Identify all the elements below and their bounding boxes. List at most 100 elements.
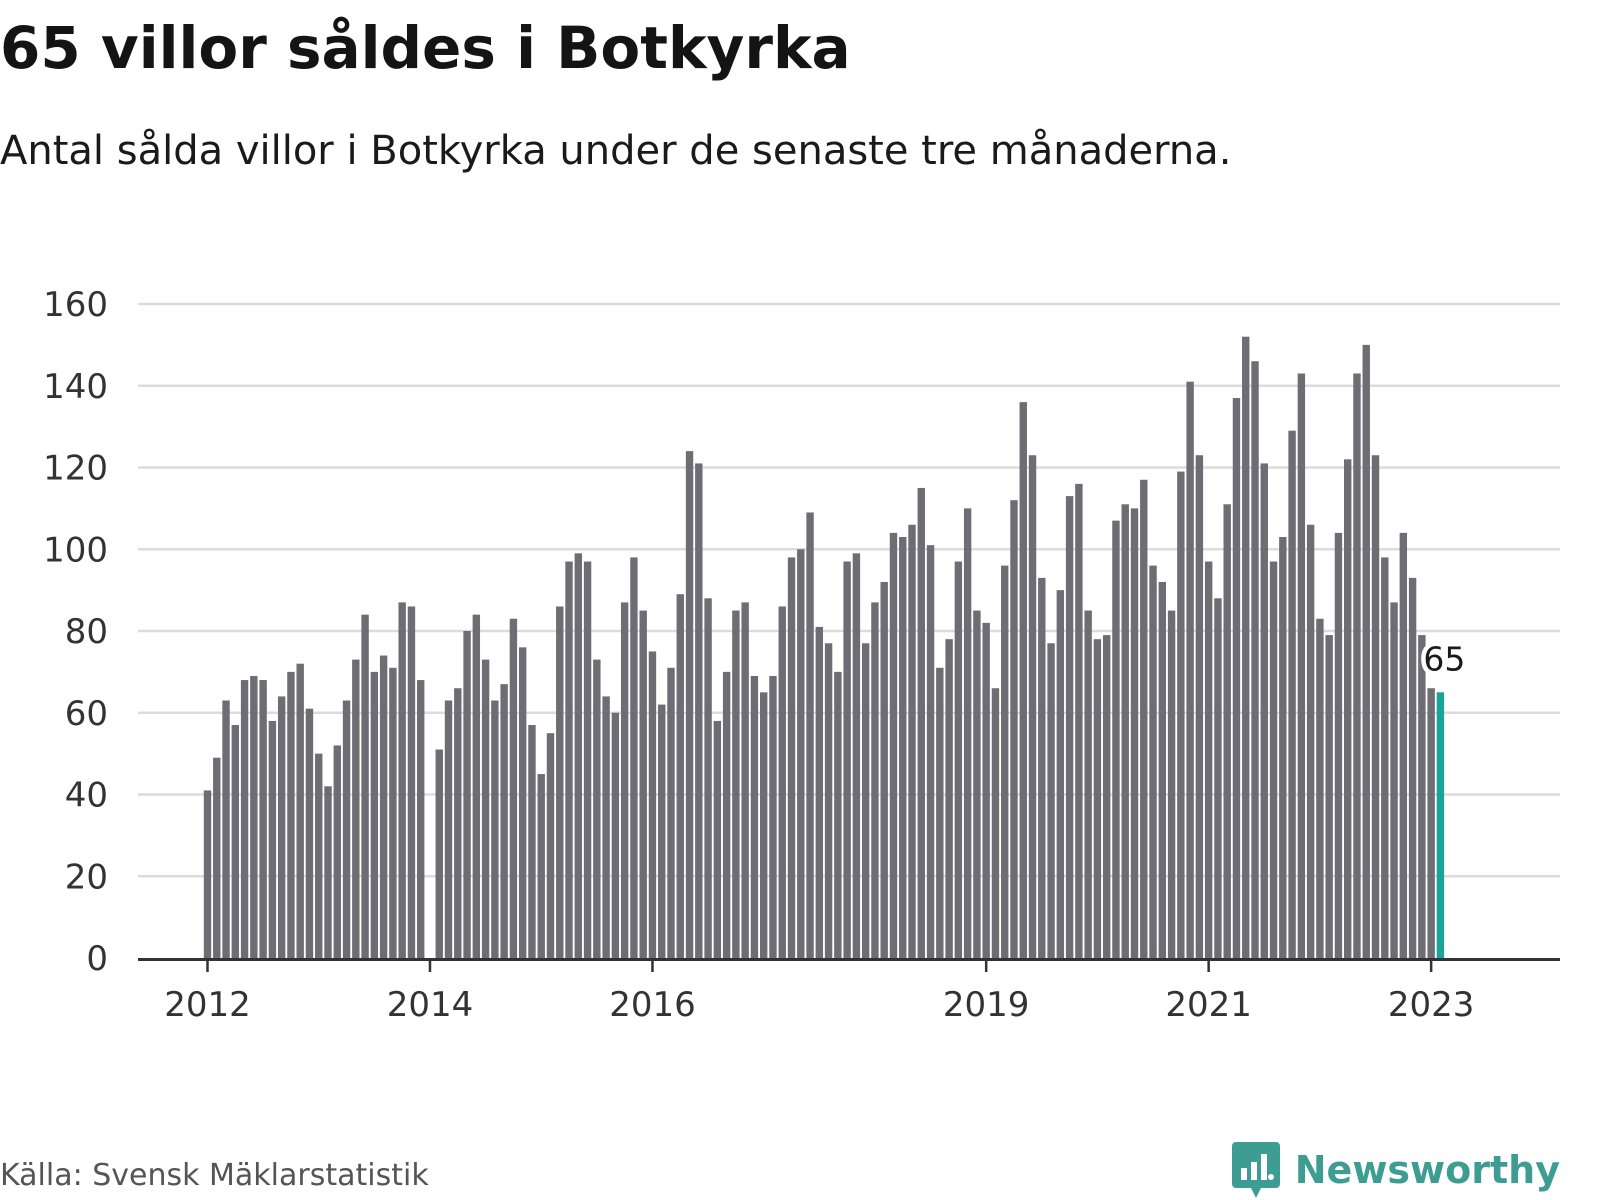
bar [398, 602, 406, 958]
y-tick-label: 80 [65, 612, 108, 652]
bar [250, 675, 258, 958]
bar [537, 774, 545, 958]
bar [1186, 381, 1194, 959]
bar [787, 557, 796, 958]
bar [361, 614, 369, 958]
y-axis-tick-labels: 0 20 40 60 80 100 120 140 160 [43, 285, 108, 979]
bar [324, 786, 332, 958]
y-tick-label: 100 [43, 530, 108, 570]
bar [602, 696, 610, 958]
bar [834, 671, 842, 958]
chart-title: 65 villor såldes i Botkyrka [0, 14, 851, 82]
bar [936, 667, 944, 958]
bar [1075, 483, 1083, 958]
bar [1158, 581, 1167, 958]
bar [926, 545, 935, 958]
bar [797, 549, 805, 958]
bar [1065, 496, 1074, 958]
bar [1223, 504, 1231, 958]
bar [1204, 561, 1213, 958]
bar [722, 671, 731, 958]
bar [305, 708, 314, 958]
bar [611, 712, 620, 958]
bar [1381, 557, 1389, 958]
bar [945, 639, 953, 958]
bar [1408, 577, 1417, 958]
bar [296, 663, 304, 958]
bar [899, 536, 907, 958]
chart-subtitle: Antal sålda villor i Botkyrka under de s… [0, 128, 1232, 174]
bar [630, 557, 638, 958]
bar [1093, 639, 1102, 958]
bar [1297, 373, 1306, 958]
x-tick-label: 2016 [609, 985, 696, 1025]
bar [917, 487, 925, 958]
bar [1140, 479, 1148, 958]
bar [1149, 565, 1157, 958]
bar [1121, 504, 1129, 958]
bar [407, 606, 416, 958]
bar [240, 680, 249, 958]
bar [491, 700, 499, 958]
bar [991, 688, 1000, 958]
bar [1242, 336, 1250, 958]
highlight-label-halo: 65 [1423, 639, 1465, 678]
bar [1251, 361, 1259, 959]
bar [444, 700, 453, 958]
bar [1084, 610, 1092, 958]
bar [676, 594, 684, 958]
bar [1130, 508, 1139, 958]
bar [732, 610, 740, 958]
bar [231, 725, 240, 958]
bar [1167, 610, 1176, 958]
bar [379, 655, 388, 958]
brand-name: Newsworthy [1294, 1148, 1560, 1192]
bar [583, 561, 592, 958]
bar [954, 561, 963, 958]
bar [750, 675, 759, 958]
bar [463, 631, 471, 958]
bar [685, 451, 694, 958]
bar [769, 675, 777, 958]
bar [389, 667, 397, 958]
bar [1288, 430, 1296, 958]
bar [509, 618, 518, 958]
bar [222, 700, 230, 958]
bar [871, 602, 879, 958]
bar [760, 692, 768, 958]
bar [333, 745, 341, 958]
bar [1019, 402, 1027, 959]
bar [843, 561, 851, 958]
bar [1102, 635, 1111, 958]
bar [556, 606, 564, 958]
bar [593, 659, 601, 958]
bar [1418, 635, 1426, 958]
y-tick-label: 140 [43, 367, 108, 407]
bar [500, 684, 508, 958]
bar [1334, 532, 1343, 958]
bar [1325, 635, 1333, 958]
x-tick-label: 2019 [943, 985, 1030, 1025]
bar [1269, 561, 1278, 958]
bar [704, 598, 712, 958]
bar [741, 602, 749, 958]
bar [778, 606, 786, 958]
bar [1316, 618, 1324, 958]
bar [1177, 471, 1185, 958]
bar [203, 790, 212, 958]
bar [963, 508, 972, 958]
bar [315, 753, 323, 958]
bar [546, 733, 555, 958]
bar [973, 610, 981, 958]
bar [815, 626, 824, 958]
bar [861, 643, 870, 958]
highlighted-bar [1436, 692, 1445, 958]
bar [1353, 373, 1361, 958]
bar [370, 671, 379, 958]
bar [667, 667, 675, 958]
y-tick-label: 0 [86, 939, 108, 979]
bar [1010, 500, 1018, 958]
bar [481, 659, 490, 958]
bars [203, 336, 1445, 959]
